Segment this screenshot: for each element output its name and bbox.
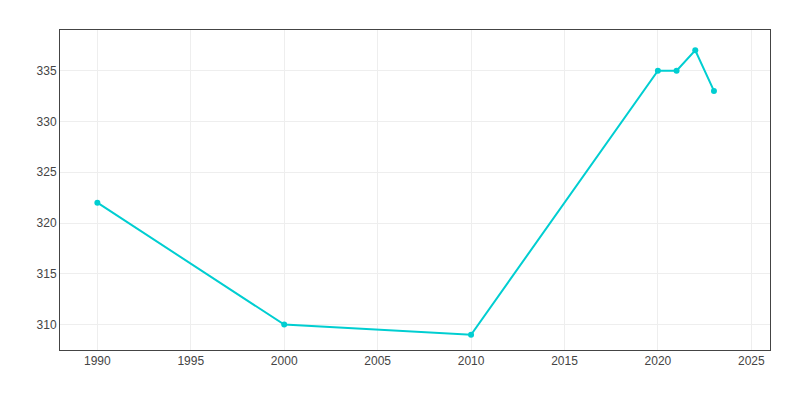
svg-text:330: 330 <box>37 115 57 129</box>
svg-text:1995: 1995 <box>177 354 204 368</box>
svg-text:1990: 1990 <box>84 354 111 368</box>
svg-text:310: 310 <box>37 318 57 332</box>
svg-text:2000: 2000 <box>271 354 298 368</box>
svg-text:2025: 2025 <box>738 354 765 368</box>
svg-text:2010: 2010 <box>458 354 485 368</box>
svg-text:335: 335 <box>37 64 57 78</box>
svg-text:325: 325 <box>37 165 57 179</box>
svg-text:320: 320 <box>37 216 57 230</box>
svg-text:2020: 2020 <box>645 354 672 368</box>
svg-text:2005: 2005 <box>364 354 391 368</box>
svg-text:315: 315 <box>37 267 57 281</box>
svg-text:2015: 2015 <box>551 354 578 368</box>
